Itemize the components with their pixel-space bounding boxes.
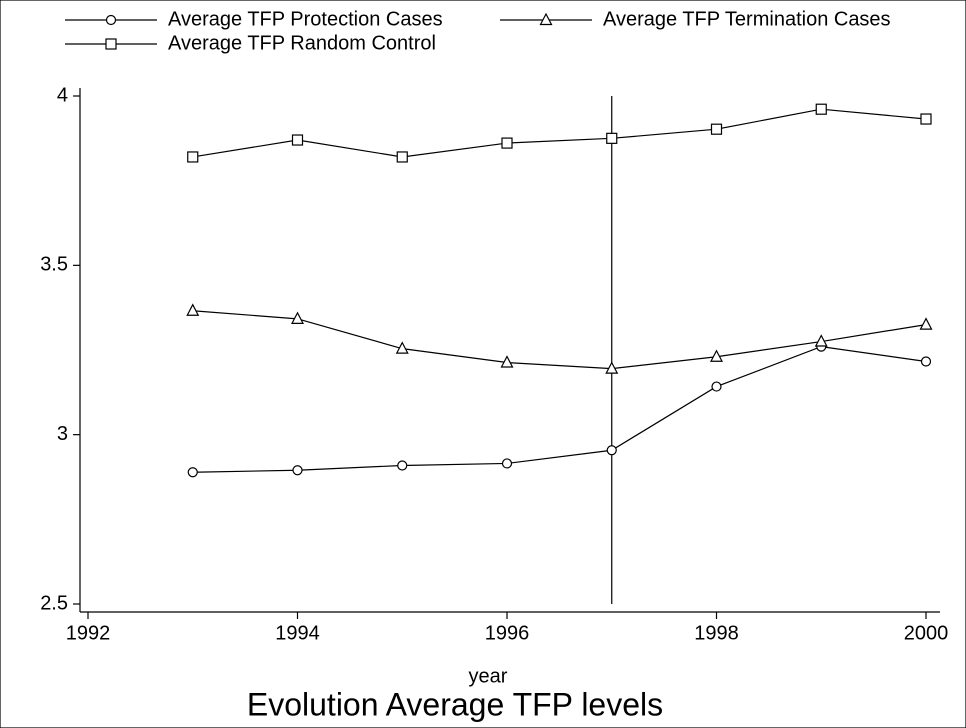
series-line [192,345,927,473]
point [919,317,933,330]
x-axis-label: year [469,665,508,687]
point [605,361,619,374]
legend-label: Average TFP Protection Cases [168,8,443,30]
legend-label: Average TFP Termination Cases [603,8,891,30]
x-tick-label: 1996 [485,622,530,644]
point [710,349,723,362]
point [500,355,514,368]
point [501,137,513,149]
legend-label: Average TFP Random Control [168,32,436,54]
x-tick-label: 2000 [904,622,949,644]
y-tick-label: 3.5 [40,254,68,276]
point [186,303,200,316]
point [397,460,408,471]
point [291,311,304,324]
x-tick-label: 1998 [694,622,739,644]
x-tick-label: 1994 [275,622,320,644]
point [187,151,199,163]
point [920,356,932,367]
point [291,134,304,146]
legend-marker [539,12,553,26]
series-line [192,310,927,370]
series-line [192,108,927,158]
point [606,445,617,456]
y-tick-label: 3 [57,423,68,445]
point [815,103,827,115]
legend-marker [105,14,117,26]
y-tick-label: 2.5 [40,592,68,614]
point [920,113,932,125]
y-tick-label: 4 [57,84,68,106]
point [606,132,618,144]
point [501,458,513,469]
chart-title: Evolution Average TFP levels [247,686,663,722]
x-tick-label: 1992 [66,622,111,644]
point [711,381,722,392]
point [292,465,303,476]
point [814,334,828,347]
point [710,123,723,135]
point [187,467,198,478]
point [396,151,408,163]
point [395,341,409,354]
legend-marker [105,38,117,50]
